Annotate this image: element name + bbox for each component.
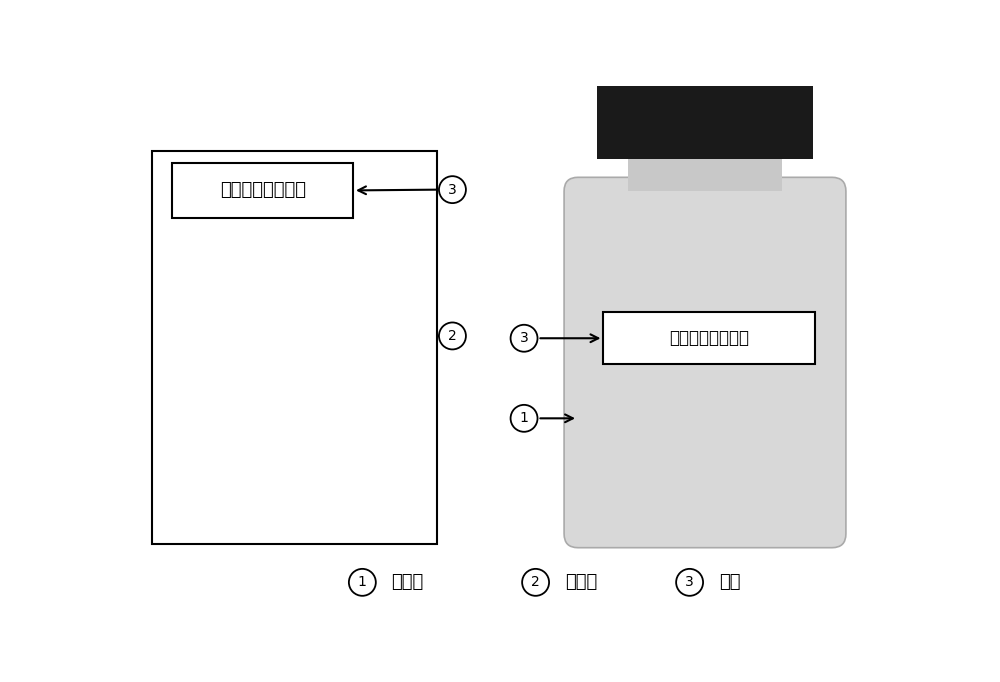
Text: 3: 3 xyxy=(685,576,694,589)
Text: 3: 3 xyxy=(520,331,528,345)
Text: 棕色瓶: 棕色瓶 xyxy=(392,574,424,591)
Text: 疾原虫荧光染色液: 疾原虫荧光染色液 xyxy=(669,329,749,347)
Circle shape xyxy=(439,323,466,349)
Circle shape xyxy=(676,569,703,596)
Text: 3: 3 xyxy=(448,183,457,196)
Circle shape xyxy=(511,405,538,432)
FancyBboxPatch shape xyxy=(603,312,815,364)
Circle shape xyxy=(522,569,549,596)
Text: 锡箔袋: 锡箔袋 xyxy=(565,574,597,591)
Circle shape xyxy=(349,569,376,596)
Text: 1: 1 xyxy=(520,411,528,426)
Circle shape xyxy=(511,325,538,352)
FancyBboxPatch shape xyxy=(597,86,813,159)
FancyBboxPatch shape xyxy=(628,157,782,191)
Text: 标签: 标签 xyxy=(719,574,740,591)
Circle shape xyxy=(439,176,466,203)
FancyBboxPatch shape xyxy=(564,177,846,548)
FancyBboxPatch shape xyxy=(172,163,353,218)
Text: 2: 2 xyxy=(531,576,540,589)
FancyBboxPatch shape xyxy=(152,151,437,544)
Text: 1: 1 xyxy=(358,576,367,589)
Text: 2: 2 xyxy=(448,329,457,343)
Text: 疾原虫荧光染色液: 疾原虫荧光染色液 xyxy=(220,181,306,199)
